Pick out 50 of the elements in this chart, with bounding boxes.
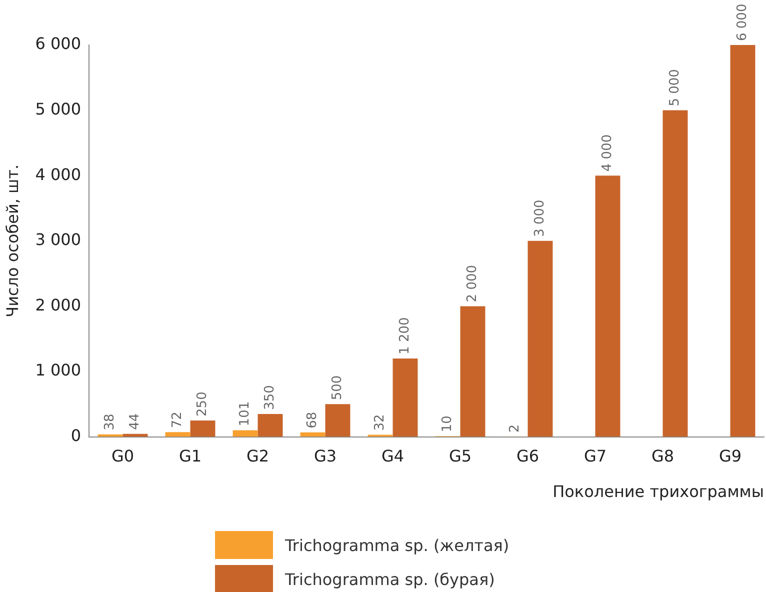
y-tick-label: 6 000 bbox=[35, 34, 82, 54]
bar bbox=[190, 420, 216, 437]
data-label: 2 bbox=[508, 424, 523, 433]
x-tick-label: G0 bbox=[111, 446, 134, 466]
bar bbox=[258, 414, 283, 437]
data-label: 3 000 bbox=[532, 200, 548, 237]
data-label: 350 bbox=[262, 385, 278, 410]
bar bbox=[325, 404, 350, 437]
bar bbox=[232, 430, 258, 437]
data-label: 38 bbox=[102, 414, 118, 430]
x-tick-label: G1 bbox=[178, 446, 202, 466]
x-tick-label: G2 bbox=[246, 446, 270, 466]
bar bbox=[165, 432, 190, 437]
bar bbox=[730, 45, 756, 437]
data-label: 2 000 bbox=[465, 264, 480, 302]
x-tick-label: G4 bbox=[381, 446, 404, 466]
data-label: 6 000 bbox=[735, 4, 750, 41]
y-tick-label: 4 000 bbox=[35, 164, 82, 184]
bar bbox=[662, 110, 688, 437]
y-tick-label: 2 000 bbox=[35, 295, 82, 314]
y-tick-label: 1 000 bbox=[35, 360, 82, 380]
y-tick-label: 5 000 bbox=[35, 99, 82, 118]
y-tick-label: 0 bbox=[70, 426, 82, 445]
data-label: 4 000 bbox=[600, 134, 616, 172]
y-tick-label: 3 000 bbox=[35, 230, 82, 250]
x-tick-label: G9 bbox=[718, 446, 742, 466]
x-axis-title: Поколение трихограммы bbox=[552, 482, 764, 501]
bar bbox=[460, 306, 486, 437]
bar bbox=[300, 432, 326, 437]
data-label: 250 bbox=[195, 392, 210, 416]
bar bbox=[528, 240, 553, 437]
data-label: 1 200 bbox=[398, 317, 413, 354]
x-tick-label: G5 bbox=[448, 446, 472, 466]
data-label: 500 bbox=[330, 375, 346, 400]
x-tick-label: G8 bbox=[651, 446, 674, 466]
bar bbox=[392, 358, 418, 437]
data-label: 32 bbox=[372, 414, 388, 431]
data-label: 72 bbox=[170, 412, 186, 428]
legend-label: Trichogramma sp. (желтая) bbox=[285, 536, 510, 554]
data-label: 44 bbox=[128, 413, 143, 430]
data-label: 10 bbox=[440, 416, 456, 432]
x-tick-label: G7 bbox=[584, 446, 607, 466]
x-tick-label: G3 bbox=[314, 446, 337, 466]
data-label: 101 bbox=[238, 401, 253, 426]
x-tick-label: G6 bbox=[516, 446, 540, 466]
y-axis-title: Число особей, шт. bbox=[2, 164, 22, 318]
data-label: 5 000 bbox=[668, 69, 683, 106]
data-label: 68 bbox=[305, 412, 320, 428]
bar bbox=[595, 176, 620, 437]
legend-label: Trichogramma sp. (бурая) bbox=[285, 570, 495, 588]
